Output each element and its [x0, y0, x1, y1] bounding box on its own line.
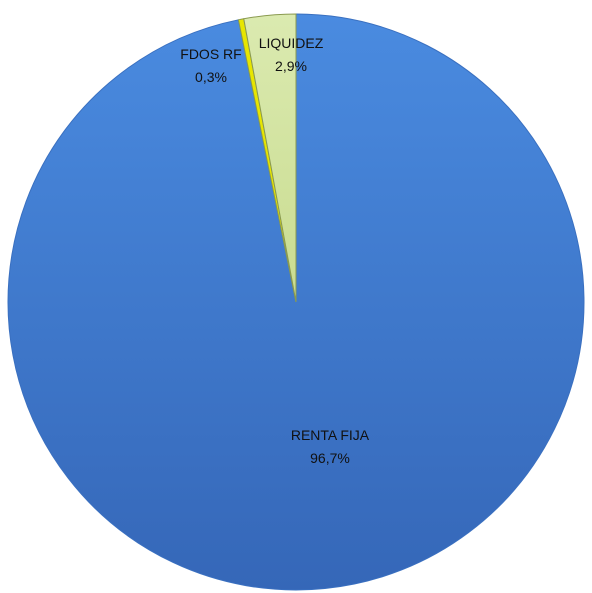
slice-label-liquidez: LIQUIDEZ	[259, 35, 324, 51]
pie-labels: RENTA FIJA 96,7% FDOS RF 0,3% LIQUIDEZ 2,9%	[180, 35, 370, 466]
slice-label-renta-fija: RENTA FIJA	[291, 427, 370, 443]
slice-value-label-fdos-rf: 0,3%	[195, 69, 227, 85]
slice-value-label-liquidez: 2,9%	[275, 58, 307, 74]
slice-label-fdos-rf: FDOS RF	[180, 46, 241, 62]
pie-slices	[7, 13, 585, 591]
pie-slice-liquidez	[243, 13, 297, 303]
slice-value-label-renta-fija: 96,7%	[310, 450, 350, 466]
